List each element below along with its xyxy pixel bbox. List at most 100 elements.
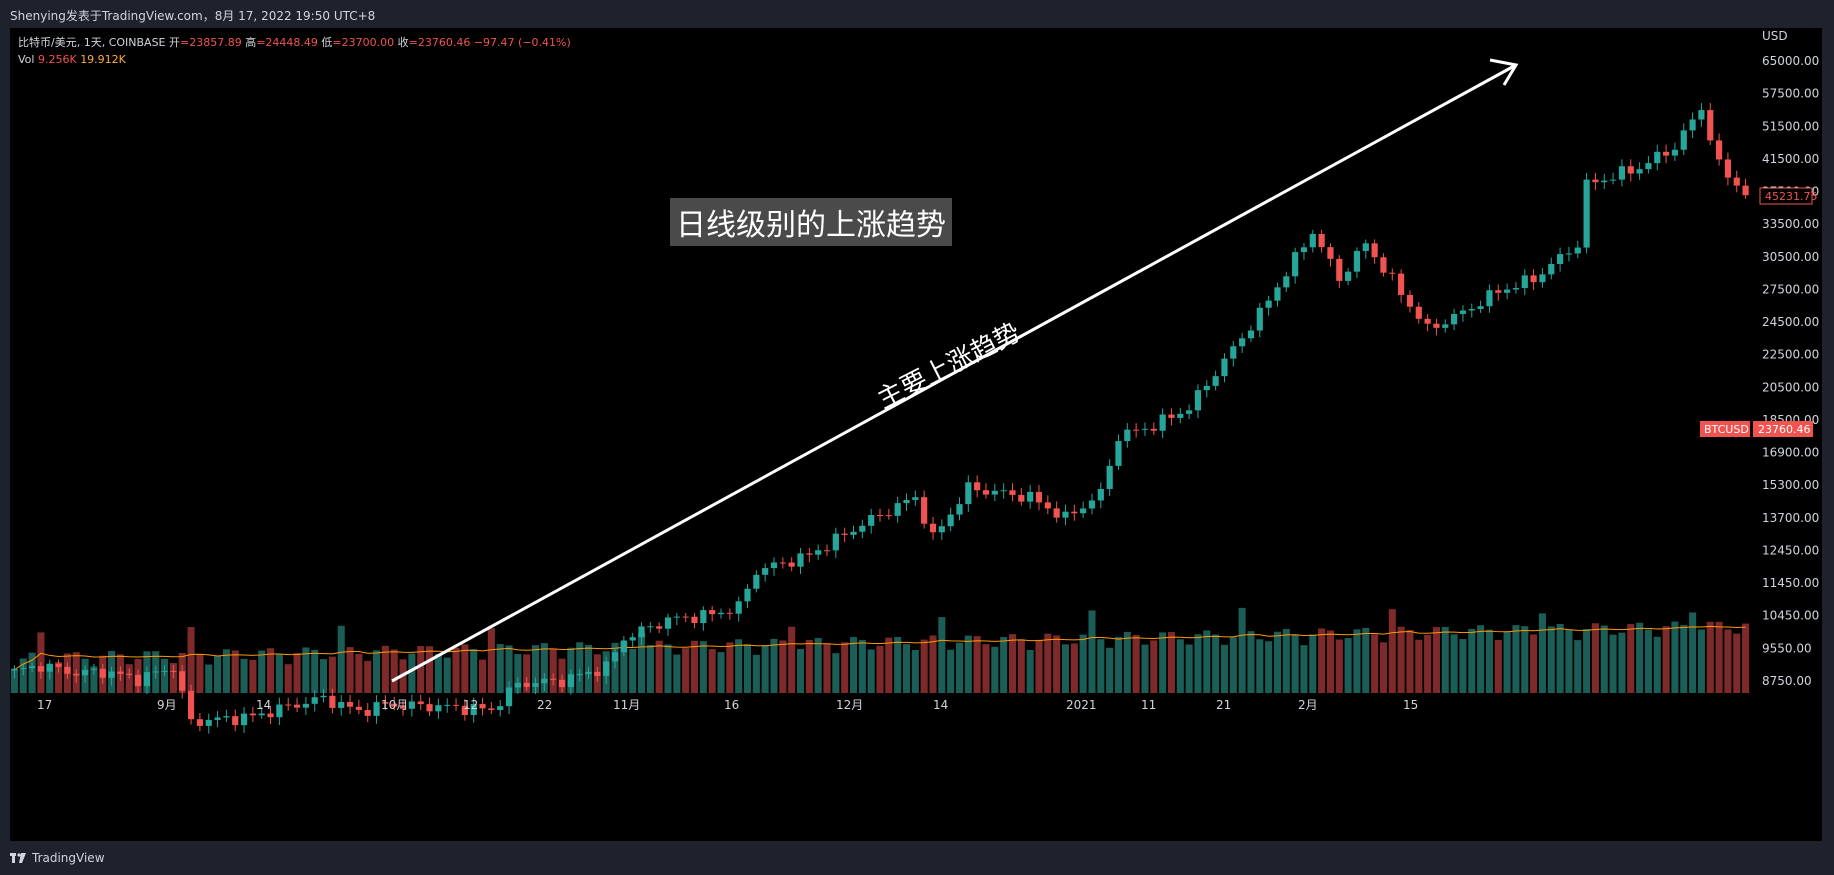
legend-open-label: 开 bbox=[169, 36, 181, 49]
volume-bar bbox=[1238, 607, 1246, 693]
price-axis-tick: 24500.00 bbox=[1762, 315, 1819, 329]
candle bbox=[1256, 302, 1263, 338]
candle bbox=[744, 584, 751, 609]
candle-body bbox=[656, 626, 663, 629]
price-axis-tick: 20500.00 bbox=[1762, 380, 1819, 394]
candle bbox=[1451, 308, 1458, 331]
volume-bar bbox=[1265, 641, 1273, 693]
price-axis-tick: 65000.00 bbox=[1762, 54, 1819, 68]
legend-volume-row: Vol 9.256K 19.912K bbox=[18, 51, 571, 68]
time-axis-label: 12 bbox=[463, 698, 478, 712]
marker-price-box bbox=[1759, 187, 1813, 205]
candle bbox=[505, 681, 513, 715]
price-axis-tick: 30500.00 bbox=[1762, 250, 1819, 264]
symbol-price: 23760.46 bbox=[1758, 423, 1811, 436]
volume-bar bbox=[1097, 639, 1105, 693]
candle bbox=[426, 697, 433, 717]
candle bbox=[276, 697, 283, 726]
candle bbox=[1035, 484, 1043, 511]
candle-body bbox=[664, 617, 672, 629]
candle-body bbox=[1168, 414, 1175, 418]
candle bbox=[1415, 302, 1422, 324]
candle-body bbox=[576, 674, 583, 676]
volume-bar bbox=[929, 635, 937, 693]
volume-bar bbox=[1300, 645, 1308, 693]
candle bbox=[1177, 407, 1184, 424]
candle-body bbox=[903, 500, 910, 504]
candle bbox=[1583, 172, 1590, 254]
candle-body bbox=[682, 616, 689, 618]
candle bbox=[1389, 268, 1396, 281]
candle bbox=[1106, 459, 1113, 496]
candle bbox=[1495, 284, 1502, 301]
candle-body bbox=[735, 601, 742, 614]
candle-body bbox=[779, 562, 786, 564]
chart-area[interactable]: USD 65000.0057500.0051500.0041500.003750… bbox=[10, 28, 1822, 841]
volume-bar bbox=[708, 649, 716, 693]
trend-arrow[interactable] bbox=[391, 58, 1519, 683]
candle bbox=[903, 493, 910, 511]
candle-body bbox=[1053, 508, 1060, 518]
volume-bar bbox=[735, 639, 743, 693]
symbol-price-box bbox=[1753, 421, 1813, 437]
candle bbox=[1671, 142, 1679, 161]
candle-body bbox=[399, 706, 407, 709]
candle bbox=[514, 676, 521, 694]
price-chart[interactable]: USD 65000.0057500.0051500.0041500.003750… bbox=[10, 28, 1822, 841]
candle-body bbox=[1592, 179, 1599, 183]
candle-body bbox=[293, 704, 301, 708]
volume-bar bbox=[293, 653, 301, 693]
volume-bar bbox=[231, 650, 239, 693]
price-axis-tick: 16900.00 bbox=[1762, 446, 1819, 460]
volume-bar bbox=[1335, 639, 1343, 693]
candle-body bbox=[338, 702, 345, 708]
candle-body bbox=[452, 704, 460, 706]
volume-bar bbox=[1424, 634, 1432, 693]
volume-bar bbox=[1680, 625, 1688, 693]
volume-bar bbox=[1044, 633, 1052, 693]
candle bbox=[1592, 172, 1599, 191]
highlight-annotation[interactable]: 日线级别的上涨趋势 bbox=[670, 198, 952, 246]
candle bbox=[126, 668, 133, 679]
candle-body bbox=[1274, 287, 1281, 301]
volume-bar bbox=[743, 644, 752, 693]
volume-bar bbox=[1159, 632, 1167, 693]
volume-bar bbox=[514, 654, 522, 693]
candle bbox=[762, 563, 769, 582]
time-axis-label: 10月 bbox=[381, 698, 408, 712]
candle-body bbox=[1133, 429, 1140, 431]
price-axis-tick: 22500.00 bbox=[1762, 348, 1819, 362]
volume-bar bbox=[496, 644, 504, 693]
candle-body bbox=[81, 669, 89, 676]
candle bbox=[1680, 123, 1687, 156]
candle bbox=[717, 608, 725, 619]
volume-bar bbox=[1229, 637, 1237, 693]
candle bbox=[647, 622, 654, 633]
time-axis-label: 22 bbox=[537, 698, 552, 712]
volume-bar bbox=[1724, 629, 1732, 693]
candle bbox=[1327, 243, 1334, 267]
candle-body bbox=[382, 702, 389, 704]
price-axis[interactable]: USD 65000.0057500.0051500.0041500.003750… bbox=[1762, 29, 1819, 688]
candle-body bbox=[868, 515, 875, 526]
candle-body bbox=[488, 708, 495, 710]
candle bbox=[1574, 240, 1581, 259]
candle bbox=[55, 659, 62, 673]
candle bbox=[921, 490, 928, 529]
volume-ma-line bbox=[14, 625, 1746, 671]
time-axis[interactable]: 17 9月 14 10月 12 22 11月 16 12月 14 2021 11 21 2月 15 bbox=[37, 698, 1418, 712]
candle bbox=[779, 557, 786, 569]
candle-body bbox=[505, 687, 513, 707]
time-axis-label: 21 bbox=[1216, 698, 1231, 712]
candle-body bbox=[196, 719, 203, 726]
candle-body bbox=[1115, 441, 1122, 466]
volume-bar bbox=[1618, 632, 1626, 693]
candle-body bbox=[1292, 252, 1299, 277]
candle bbox=[320, 688, 327, 703]
footer-brand[interactable]: TradingView bbox=[10, 851, 105, 865]
volume-bar bbox=[1026, 649, 1034, 693]
candle bbox=[1300, 243, 1308, 260]
candle-body bbox=[1733, 177, 1740, 186]
candle-body bbox=[1221, 358, 1228, 377]
candle bbox=[1601, 173, 1608, 190]
